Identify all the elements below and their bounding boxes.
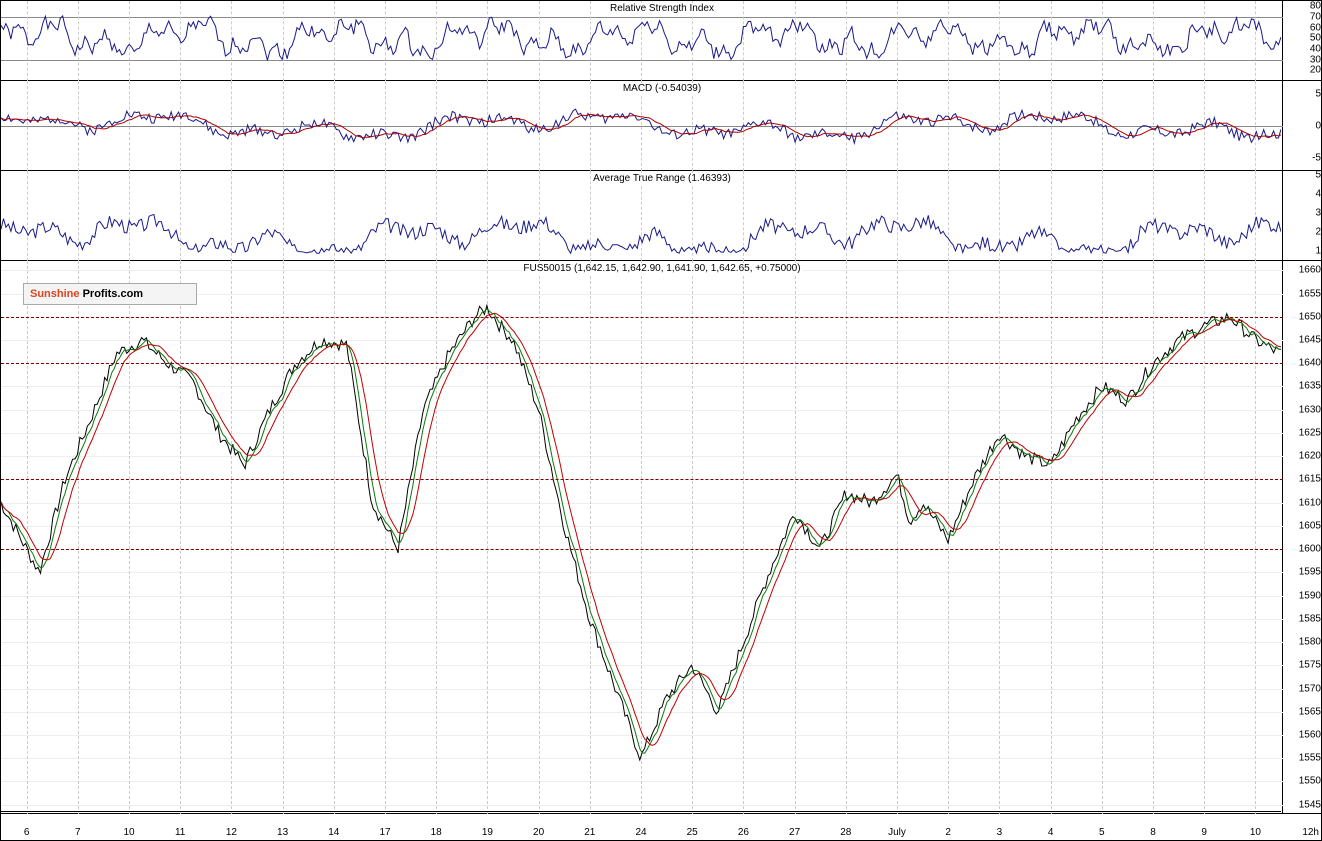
x-tick-label: 3 bbox=[997, 827, 1003, 838]
panel-plot bbox=[1, 171, 1281, 261]
y-tick-label: 1580 bbox=[1299, 637, 1321, 648]
y-tick-label: 2 bbox=[1315, 227, 1321, 238]
x-axis: 6 7 10 11 12 13 14 17 18 19 20 21 24 25 26 27 28 July 2 3 4 5… bbox=[1, 811, 1281, 840]
y-tick-label: -5 bbox=[1312, 153, 1321, 164]
y-tick-label: 3 bbox=[1315, 208, 1321, 219]
x-tick-label: July bbox=[888, 827, 906, 838]
y-tick-label: 1610 bbox=[1299, 497, 1321, 508]
x-tick-label: 10 bbox=[123, 827, 134, 838]
indicator-line bbox=[1, 115, 1281, 138]
x-tick-label: 9 bbox=[1201, 827, 1207, 838]
x-tick-label: 25 bbox=[687, 827, 698, 838]
y-tick-label: 5 bbox=[1315, 169, 1321, 180]
x-tick-label: 17 bbox=[379, 827, 390, 838]
y-tick-label: 0 bbox=[1315, 121, 1321, 132]
x-tick-label: 2 bbox=[945, 827, 951, 838]
watermark-part1: Sunshine bbox=[30, 288, 80, 300]
x-tick-label: 7 bbox=[75, 827, 81, 838]
y-tick-label: 40 bbox=[1310, 44, 1321, 55]
x-tick-label: 24 bbox=[635, 827, 646, 838]
timeframe-label: 12h bbox=[1302, 827, 1319, 838]
chart-root: 20304050607080Relative Strength Index-50… bbox=[0, 0, 1322, 841]
y-axis: 1545 1550 1555 1560 1565 1570 1575 1580 1585 1590… bbox=[1282, 261, 1322, 813]
y-tick-label: 1620 bbox=[1299, 451, 1321, 462]
x-tick-label: 28 bbox=[840, 827, 851, 838]
panel-title: FUS50015 (1,642.15, 1,642.90, 1,641.90, … bbox=[521, 263, 802, 274]
y-tick-label: 1605 bbox=[1299, 520, 1321, 531]
x-tick-label: 10 bbox=[1250, 827, 1261, 838]
panel-plot bbox=[1, 261, 1281, 814]
x-tick-label: 26 bbox=[738, 827, 749, 838]
y-tick-label: 1630 bbox=[1299, 404, 1321, 415]
y-tick-label: 1560 bbox=[1299, 730, 1321, 741]
x-tick-label: 14 bbox=[328, 827, 339, 838]
y-tick-label: 1600 bbox=[1299, 544, 1321, 555]
y-tick-label: 70 bbox=[1310, 12, 1321, 23]
x-tick-label: 18 bbox=[431, 827, 442, 838]
panel-rsi: 20304050607080 Relative Strength Index bbox=[1, 1, 1322, 81]
y-tick-label: 80 bbox=[1310, 1, 1321, 12]
y-tick-label: 5 bbox=[1315, 88, 1321, 99]
x-tick-label: 27 bbox=[789, 827, 800, 838]
y-tick-label: 1635 bbox=[1299, 381, 1321, 392]
y-tick-label: 1660 bbox=[1299, 265, 1321, 276]
y-tick-label: 1645 bbox=[1299, 335, 1321, 346]
panel-atr: 1 2 3 4 5 Average True Range (1.46393) bbox=[1, 171, 1322, 261]
y-tick-label: 1590 bbox=[1299, 590, 1321, 601]
y-tick-label: 1625 bbox=[1299, 427, 1321, 438]
y-axis: -5 0 5 bbox=[1282, 81, 1322, 170]
support-resistance-line bbox=[1, 317, 1283, 318]
x-tick-label: 13 bbox=[277, 827, 288, 838]
x-tick-label: 11 bbox=[175, 827, 185, 838]
y-tick-label: 1545 bbox=[1299, 799, 1321, 810]
y-tick-label: 1615 bbox=[1299, 474, 1321, 485]
y-tick-label: 1640 bbox=[1299, 358, 1321, 369]
x-tick-label: 6 bbox=[24, 827, 30, 838]
watermark-part2: Profits.com bbox=[83, 288, 144, 300]
x-tick-label: 5 bbox=[1099, 827, 1105, 838]
watermark-badge: Sunshine Profits.com bbox=[23, 283, 197, 305]
y-tick-label: 60 bbox=[1310, 22, 1321, 33]
x-tick-label: 21 bbox=[584, 827, 595, 838]
y-tick-label: 1650 bbox=[1299, 311, 1321, 322]
y-tick-label: 1585 bbox=[1299, 613, 1321, 624]
y-tick-label: 1595 bbox=[1299, 567, 1321, 578]
x-tick-label: 8 bbox=[1150, 827, 1156, 838]
y-tick-label: 1655 bbox=[1299, 288, 1321, 299]
y-tick-label: 50 bbox=[1310, 33, 1321, 44]
y-tick-label: 20 bbox=[1310, 65, 1321, 76]
panel-price: 1545 1550 1555 1560 1565 1570 1575 1580 1585 1590… bbox=[1, 261, 1322, 814]
panel-title: Average True Range (1.46393) bbox=[591, 173, 733, 184]
indicator-line bbox=[1, 109, 1281, 143]
support-resistance-line bbox=[1, 363, 1283, 364]
y-axis: 20304050607080 bbox=[1282, 1, 1322, 80]
y-tick-label: 1555 bbox=[1299, 753, 1321, 764]
y-tick-label: 1 bbox=[1315, 246, 1321, 257]
x-tick-label: 4 bbox=[1048, 827, 1054, 838]
x-tick-label: 19 bbox=[482, 827, 493, 838]
y-axis: 1 2 3 4 5 bbox=[1282, 171, 1322, 260]
support-resistance-line bbox=[1, 549, 1283, 550]
panel-macd: -5 0 5 MACD (-0.54039) bbox=[1, 81, 1322, 171]
indicator-line bbox=[1, 215, 1281, 254]
y-tick-label: 30 bbox=[1310, 54, 1321, 65]
y-tick-label: 4 bbox=[1315, 188, 1321, 199]
panel-title: MACD (-0.54039) bbox=[621, 83, 703, 94]
price-line bbox=[1, 305, 1281, 760]
ma-slow-line bbox=[1, 313, 1281, 745]
ma-fast-line bbox=[1, 309, 1281, 753]
support-resistance-line bbox=[1, 479, 1283, 480]
y-tick-label: 1565 bbox=[1299, 706, 1321, 717]
y-tick-label: 1570 bbox=[1299, 683, 1321, 694]
x-tick-label: 12 bbox=[226, 827, 237, 838]
indicator-line bbox=[1, 16, 1281, 61]
y-tick-label: 1575 bbox=[1299, 660, 1321, 671]
panel-plot bbox=[1, 81, 1281, 171]
y-tick-label: 1550 bbox=[1299, 776, 1321, 787]
panel-title: Relative Strength Index bbox=[608, 3, 716, 14]
x-tick-label: 20 bbox=[533, 827, 544, 838]
